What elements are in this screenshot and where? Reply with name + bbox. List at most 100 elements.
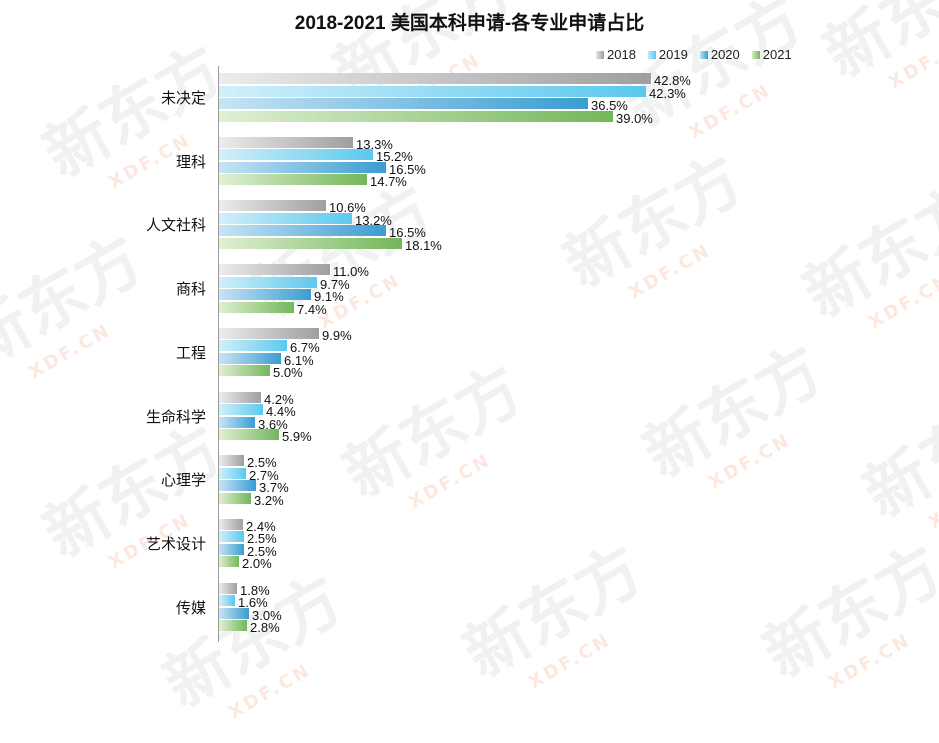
value-label: 11.0% <box>333 264 369 280</box>
category-label: 理科 <box>175 153 206 171</box>
value-label: 3.2% <box>254 492 284 508</box>
bar-2021 <box>219 492 251 504</box>
category-label: 心理学 <box>160 472 206 490</box>
value-label: 2.0% <box>242 556 272 572</box>
bar-2021 <box>219 620 247 632</box>
value-label: 42.3% <box>649 85 686 101</box>
bar-2019 <box>219 531 244 543</box>
value-label: 3.6% <box>258 416 288 432</box>
bar-2021 <box>219 174 367 186</box>
legend-item-2021: 2021 <box>751 47 792 62</box>
bar-2020 <box>219 161 386 173</box>
value-label: 7.4% <box>297 301 327 317</box>
bar-2018 <box>219 391 261 403</box>
value-label: 39.0% <box>616 110 653 126</box>
value-label: 14.7% <box>370 174 407 190</box>
category-label: 人文社科 <box>145 217 206 235</box>
value-label: 2.5% <box>247 543 277 559</box>
bar-2020 <box>219 98 588 109</box>
legend-item-2020: 2020 <box>699 47 740 62</box>
value-label: 3.0% <box>252 607 282 623</box>
value-label: 9.1% <box>314 289 344 305</box>
legend: 2018 2019 2020 2021 <box>596 47 792 62</box>
category-label: 工程 <box>175 344 206 362</box>
bar-2018 <box>219 136 353 148</box>
value-label: 9.9% <box>322 327 352 343</box>
category-label: 传媒 <box>175 599 206 617</box>
bar-2019 <box>219 212 352 224</box>
legend-item-2018: 2018 <box>596 47 636 62</box>
bar-2019 <box>219 340 287 352</box>
value-label: 16.5% <box>389 225 426 241</box>
legend-label: 2021 <box>762 47 792 62</box>
value-label: 36.5% <box>591 98 628 113</box>
value-label: 2.4% <box>246 518 276 534</box>
y-axis-line <box>218 66 219 642</box>
category-label: 商科 <box>175 281 206 299</box>
category-label: 艺术设计 <box>145 535 206 553</box>
bar-2018 <box>219 264 330 276</box>
value-label: 42.8% <box>654 73 691 88</box>
value-label: 3.7% <box>259 480 289 496</box>
value-label: 16.5% <box>389 161 426 177</box>
category-label: 生命科学 <box>145 408 206 426</box>
bar-2018 <box>219 73 651 84</box>
value-label: 13.3% <box>356 136 393 152</box>
value-label: 13.2% <box>355 212 392 228</box>
chart-title: 2018-2021 美国本科申请-各专业申请占比 <box>294 13 645 34</box>
bar-2021 <box>219 237 402 249</box>
bar-2019 <box>219 276 317 288</box>
value-label: 10.6% <box>329 200 366 216</box>
bar-2021 <box>219 301 294 313</box>
legend-label: 2018 <box>607 47 636 62</box>
category-label: 未决定 <box>160 90 206 107</box>
bar-2020 <box>219 416 255 428</box>
bar-2020 <box>219 607 249 619</box>
legend-item-2019: 2019 <box>647 47 688 62</box>
legend-swatch-2019 <box>647 50 656 59</box>
legend-swatch-2020 <box>699 50 708 59</box>
value-label: 2.7% <box>249 467 279 483</box>
bar-2019 <box>219 404 263 415</box>
bar-2019 <box>219 467 246 479</box>
legend-label: 2020 <box>710 47 740 62</box>
value-label: 9.7% <box>320 276 350 292</box>
bar-2021 <box>219 110 613 122</box>
value-label: 2.5% <box>247 455 277 471</box>
value-label: 5.9% <box>282 429 312 444</box>
value-label: 1.8% <box>240 582 270 598</box>
value-label: 1.6% <box>238 595 268 611</box>
bar-2020 <box>219 289 311 301</box>
value-label: 6.7% <box>290 340 320 356</box>
value-label: 5.0% <box>273 365 303 381</box>
value-label: 4.2% <box>264 391 294 407</box>
value-label: 4.4% <box>266 404 296 419</box>
bar-2018 <box>219 518 243 530</box>
bar-2018 <box>219 582 237 594</box>
value-label: 18.1% <box>405 237 442 253</box>
bar-2018 <box>219 200 326 212</box>
legend-swatch-2021 <box>751 50 760 59</box>
value-label: 2.8% <box>250 620 280 636</box>
value-label: 2.5% <box>247 531 277 547</box>
bar-2019 <box>219 595 235 607</box>
value-label: 15.2% <box>376 149 413 165</box>
bar-2020 <box>219 225 386 237</box>
bar-2021 <box>219 556 239 568</box>
bar-2018 <box>219 455 244 467</box>
bar-2021 <box>219 365 270 377</box>
bar-2020 <box>219 543 244 555</box>
value-label: 6.1% <box>284 352 314 368</box>
legend-swatch-2018 <box>596 50 604 59</box>
bar-2019 <box>219 85 646 97</box>
